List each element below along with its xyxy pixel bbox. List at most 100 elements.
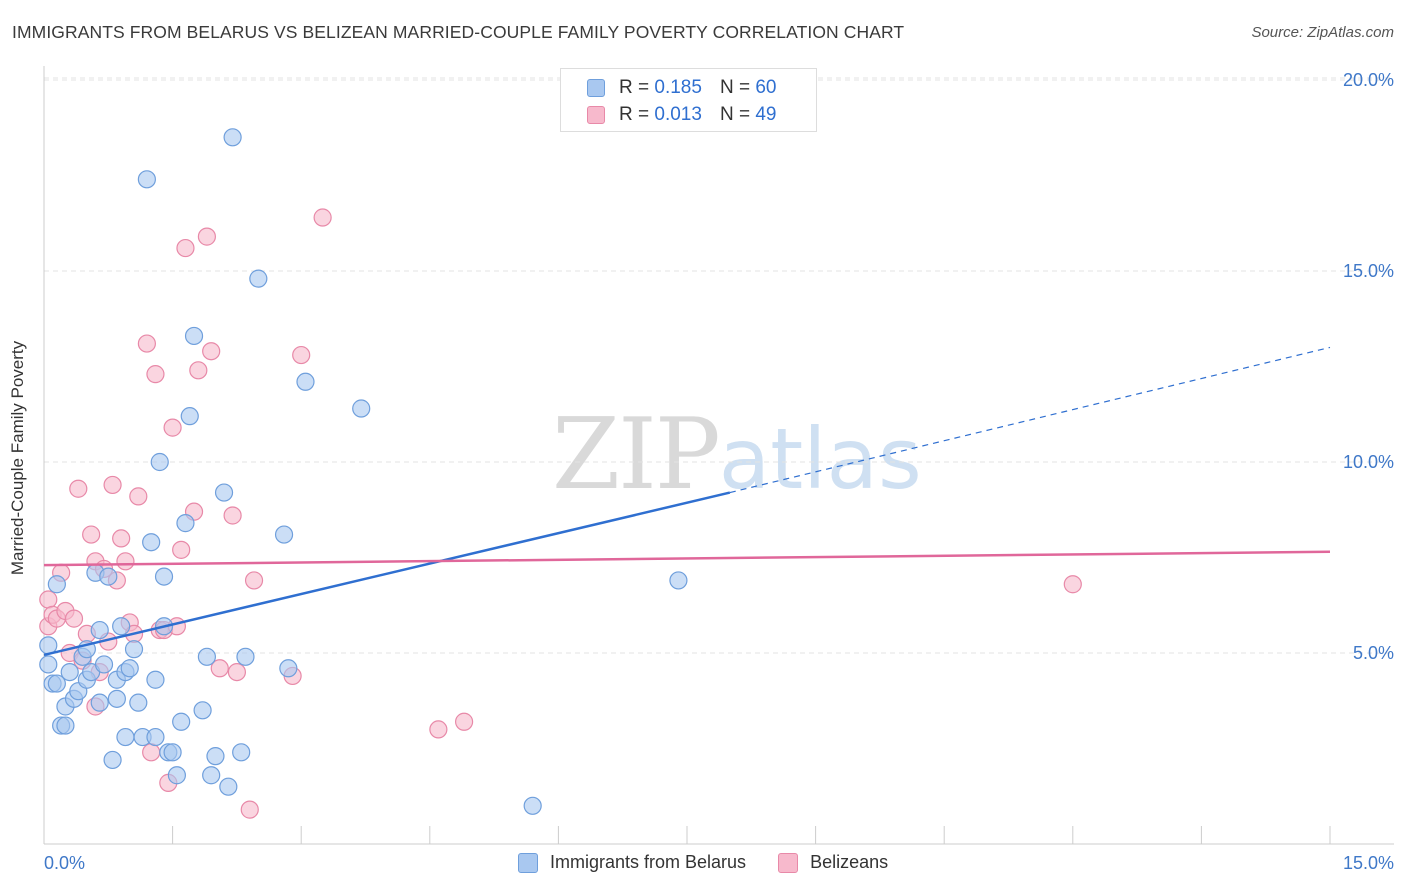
- belizean-point: [129, 487, 148, 506]
- belarus-point: [193, 701, 212, 720]
- belizean-point: [189, 361, 208, 380]
- belarus-point: [90, 620, 109, 640]
- belarus-point: [56, 716, 75, 735]
- x-tick-label: 15.0%: [1343, 853, 1394, 873]
- belarus-point: [47, 674, 66, 693]
- belarus-point: [163, 743, 182, 762]
- belizean-point: [172, 540, 191, 559]
- belarus-point: [274, 525, 294, 544]
- belarus-point: [219, 777, 238, 796]
- legend-n-value-belarus: 60: [755, 77, 777, 98]
- legend-r-value-belizeans: 0.013: [654, 104, 702, 125]
- legend-r-label: R =: [619, 77, 650, 98]
- belarus-trend-extension: [729, 346, 1331, 494]
- legend-item-belizeans: Belizeans: [778, 852, 888, 873]
- belarus-point: [60, 662, 79, 682]
- belizean-point: [142, 743, 161, 762]
- belarus-point: [99, 567, 118, 586]
- belizean-point: [244, 571, 264, 590]
- belarus-point: [279, 659, 298, 678]
- legend-swatch-belizeans: [778, 852, 799, 873]
- belarus-point: [236, 647, 255, 666]
- belarus-point: [214, 483, 234, 502]
- belarus-point: [232, 743, 251, 762]
- legend-row-belarus: R = 0.185 N = 60: [587, 77, 776, 99]
- belizean-point: [146, 365, 165, 384]
- legend-n-label: N =: [719, 104, 751, 125]
- belarus-point: [146, 670, 165, 689]
- belizean-trend-line: [43, 550, 1331, 567]
- legend-row-belizeans: R = 0.013 N = 49: [587, 104, 776, 126]
- belarus-point: [184, 326, 204, 346]
- legend-n-label: N =: [719, 77, 751, 98]
- y-tick-label: 5.0%: [1353, 643, 1394, 663]
- legend-swatch-belarus: [587, 79, 605, 97]
- belizean-point: [39, 590, 58, 609]
- belizean-point: [223, 506, 242, 525]
- belizean-point: [429, 720, 448, 739]
- y-tick-label: 10.0%: [1343, 452, 1394, 472]
- legend-item-belarus: Immigrants from Belarus: [518, 852, 746, 873]
- belarus-point: [94, 655, 114, 674]
- stats-legend: R = 0.185 N = 60 R = 0.013 N = 49: [560, 68, 817, 132]
- legend-swatch-belarus: [518, 852, 538, 873]
- watermark: ZIPatlas: [552, 398, 922, 512]
- belarus-point: [124, 640, 144, 659]
- belizean-point: [292, 345, 311, 365]
- belizean-point: [137, 334, 156, 353]
- belizean-point: [82, 525, 101, 544]
- belarus-point: [154, 567, 174, 586]
- y-tick-label: 20.0%: [1343, 70, 1394, 90]
- belarus-point: [142, 533, 161, 552]
- belarus-point: [197, 647, 216, 666]
- legend-label-belizeans: Belizeans: [810, 852, 889, 872]
- belarus-point: [116, 727, 135, 747]
- y-axis-label: Married-Couple Family Poverty: [8, 340, 27, 576]
- chart-title: IMMIGRANTS FROM BELARUS VS BELIZEAN MARR…: [12, 22, 905, 42]
- belarus-point: [296, 372, 315, 391]
- belarus-point: [103, 750, 122, 770]
- belarus-point: [180, 407, 199, 426]
- belarus-point: [176, 514, 195, 533]
- belizean-point: [227, 662, 246, 682]
- watermark-zip: ZIP: [552, 398, 721, 512]
- belarus-point: [137, 170, 156, 189]
- belarus-point: [129, 693, 148, 712]
- belarus-point: [150, 452, 169, 472]
- watermark-atlas: atlas: [718, 410, 922, 508]
- belarus-point: [523, 796, 542, 815]
- belizean-point: [176, 238, 195, 258]
- belizean-point: [240, 800, 259, 819]
- belarus-point: [90, 693, 109, 712]
- belizean-point: [112, 529, 131, 548]
- belarus-point: [206, 747, 225, 766]
- belizean-point: [454, 712, 474, 731]
- legend-label-belarus: Immigrants from Belarus: [550, 852, 747, 872]
- belarus-point: [47, 575, 66, 594]
- belizean-point: [197, 227, 216, 246]
- belarus-point: [167, 766, 186, 785]
- belizean-point: [69, 479, 88, 498]
- belarus-point: [249, 269, 268, 288]
- belizean-point: [163, 418, 182, 437]
- belizean-point: [116, 552, 135, 571]
- belarus-point: [352, 399, 371, 418]
- belizean-point: [1063, 575, 1082, 594]
- belarus-point: [39, 655, 58, 674]
- legend-swatch-belizeans: [587, 106, 605, 124]
- belarus-point: [120, 659, 139, 678]
- belarus-point: [107, 689, 126, 708]
- legend-r-label: R =: [619, 104, 650, 125]
- y-tick-label: 15.0%: [1343, 261, 1394, 281]
- belizean-point: [64, 609, 84, 628]
- belarus-trend-line: [43, 491, 731, 657]
- series-legend: Immigrants from Belarus Belizeans: [518, 852, 920, 873]
- belarus-point: [223, 128, 242, 147]
- belarus-point: [172, 712, 191, 731]
- belarus-point: [202, 766, 221, 785]
- x-tick-label: 0.0%: [44, 853, 85, 873]
- belizean-point: [103, 475, 122, 495]
- belarus-point: [669, 571, 688, 590]
- belizean-point: [313, 208, 332, 227]
